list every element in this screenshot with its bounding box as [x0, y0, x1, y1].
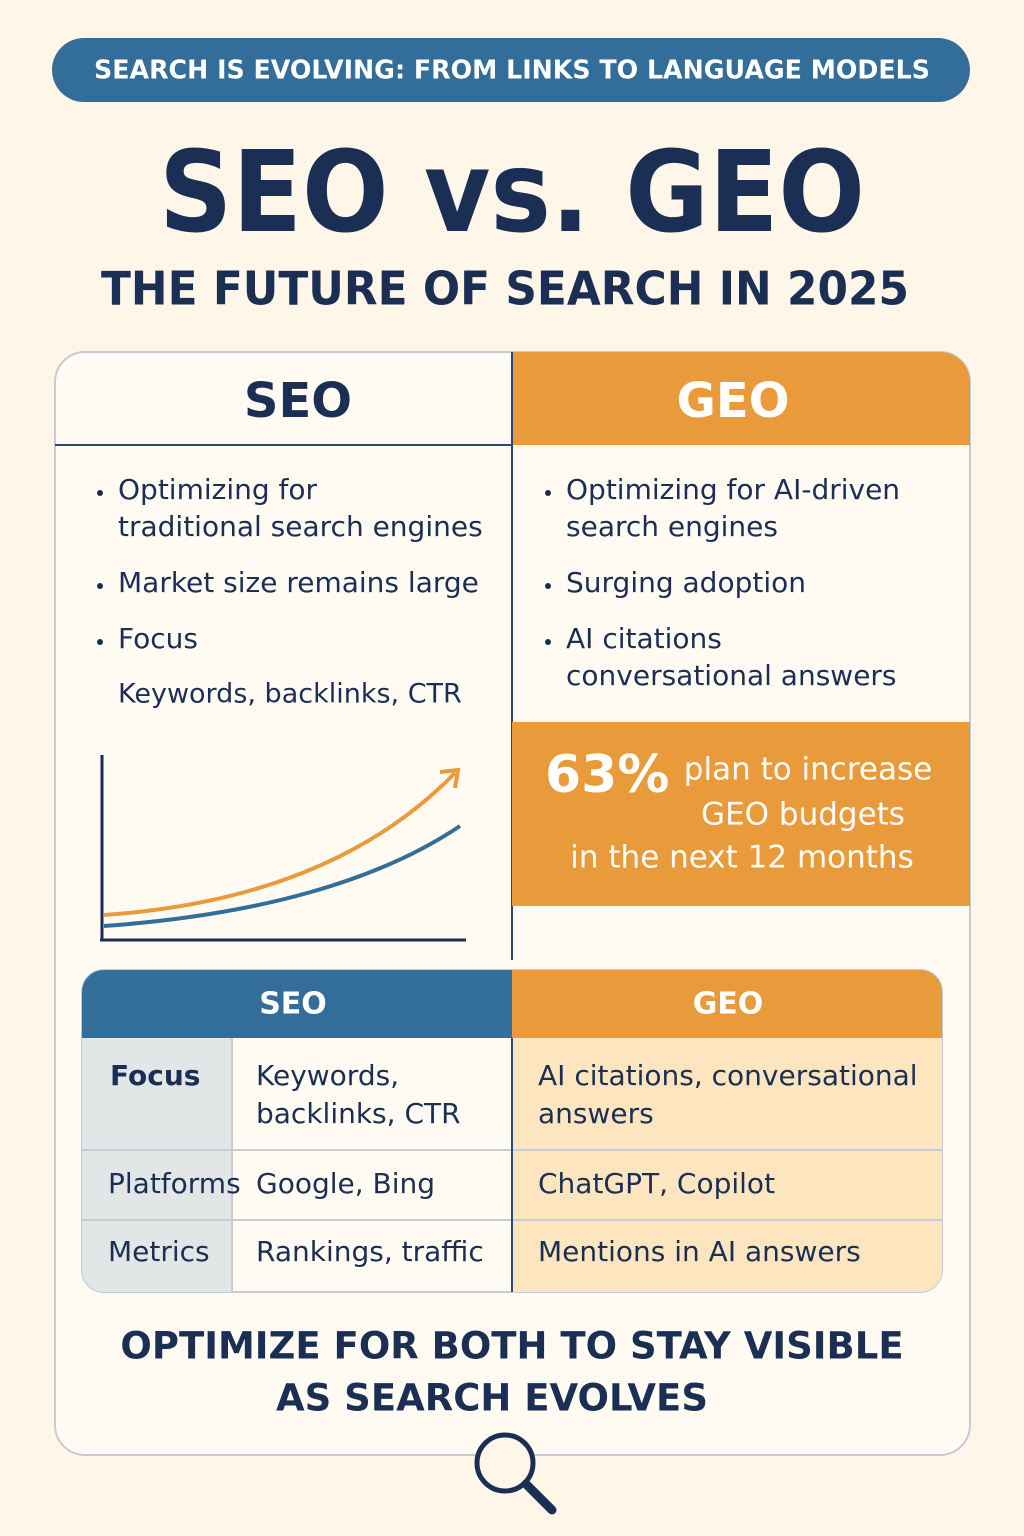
- stat-text: GEO budgets: [701, 797, 905, 833]
- footer-text: OPTIMIZE FOR BOTH TO STAY VISIBLE: [120, 1325, 903, 1368]
- table-cell: Metrics: [108, 1235, 210, 1268]
- bullet-text: Surging adoption: [566, 566, 806, 599]
- table-cell: Google, Bing: [256, 1167, 435, 1200]
- bullet-dot: [97, 490, 103, 496]
- bullet-text: conversational answers: [566, 659, 897, 692]
- bullet-dot: [97, 583, 103, 589]
- bullet-text: Optimizing for: [118, 473, 318, 506]
- stat-box: [512, 722, 970, 906]
- geo-header-bg: [512, 352, 970, 445]
- bullet-text: Market size remains large: [118, 566, 479, 599]
- arrow-head: [439, 767, 461, 789]
- geo-column: [512, 1038, 942, 1292]
- comparison-table: [81, 969, 943, 1293]
- bullet-dot: [545, 490, 551, 496]
- table-cell: ChatGPT, Copilot: [538, 1167, 775, 1200]
- bullet-detail: Keywords, backlinks, CTR: [118, 679, 462, 710]
- column-heading: SEO: [244, 373, 352, 429]
- table-header-seo: [82, 970, 512, 1038]
- bullet-text: traditional search engines: [118, 510, 483, 543]
- table-cell: backlinks, CTR: [256, 1097, 461, 1130]
- lens: [474, 1432, 536, 1494]
- magnifier-icon: [474, 1432, 557, 1515]
- table-cell: answers: [538, 1097, 654, 1130]
- label-column: [82, 1038, 232, 1292]
- table-cell: Rankings, traffic: [256, 1235, 484, 1268]
- stat-text: plan to increase: [684, 752, 932, 788]
- table-header: GEO: [693, 987, 764, 1022]
- banner-pill: [52, 38, 970, 102]
- table-cell: Platforms: [108, 1167, 241, 1200]
- table-cell: Mentions in AI answers: [538, 1235, 861, 1268]
- handle: [521, 1479, 557, 1515]
- bullet-text: search engines: [566, 510, 778, 543]
- title: SEO vs. GEO: [159, 128, 865, 258]
- bullet-text: Focus: [118, 622, 198, 655]
- footer-text: AS SEARCH EVOLVES: [276, 1377, 708, 1420]
- stat-text: in the next 12 months: [570, 840, 913, 876]
- bullet-dot: [97, 639, 103, 645]
- curve: [103, 771, 457, 917]
- bullet-dot: [545, 583, 551, 589]
- table-cell: AI citations, conversational: [538, 1059, 918, 1092]
- bullet-text: Optimizing for AI-driven: [566, 473, 900, 506]
- bullet-text: AI citations: [566, 622, 722, 655]
- bullet-dot: [545, 639, 551, 645]
- banner: SEARCH IS EVOLVING: FROM LINKS TO LANGUA…: [94, 56, 930, 86]
- subtitle: THE FUTURE OF SEARCH IN 2025: [101, 262, 909, 316]
- table-cell: Focus: [110, 1059, 200, 1092]
- stat-figure: 63%: [545, 745, 669, 805]
- column-heading: GEO: [677, 373, 790, 429]
- trend-illustration: [100, 755, 466, 942]
- curve: [103, 824, 462, 928]
- table-header-geo: [512, 970, 942, 1038]
- table-header: SEO: [259, 987, 327, 1022]
- table-cell: Keywords,: [256, 1059, 399, 1092]
